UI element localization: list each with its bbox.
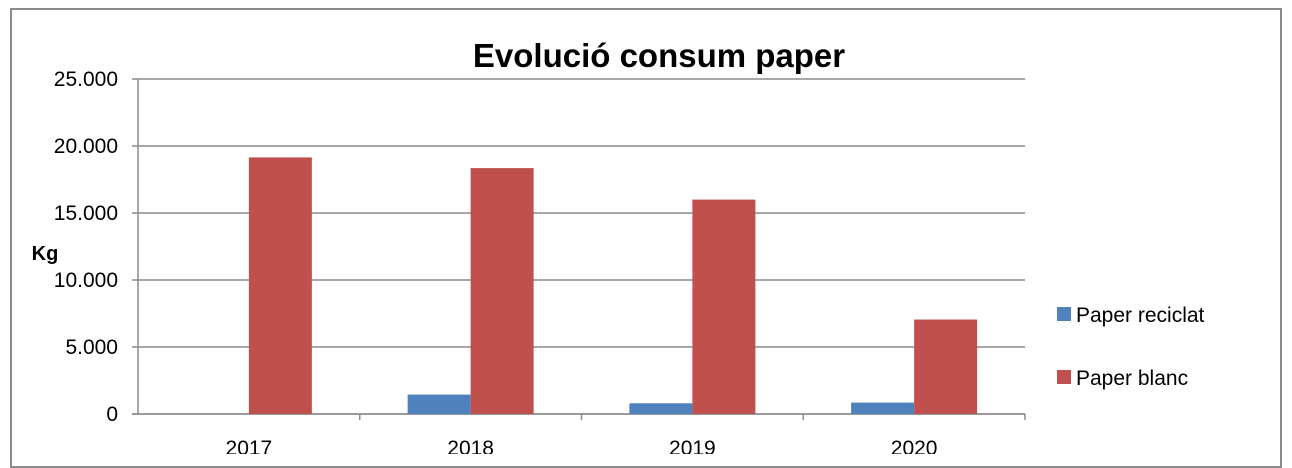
legend-swatch-paper-reciclat [1057, 307, 1071, 321]
x-tick-label: 2019 [669, 437, 716, 454]
bar-paper-reciclat-2020 [851, 402, 915, 414]
x-axis-ticks: 2017 2018 2019 2020 [226, 437, 938, 454]
x-tick-label: 2017 [226, 437, 273, 454]
x-tick-label: 2020 [891, 437, 938, 454]
chart-frame [10, 8, 1282, 468]
legend-label: Paper reciclat [1076, 304, 1205, 327]
bar-chart: Evolució consum paper Kg 0 5.000 10.000 15.… [32, 37, 1205, 454]
y-axis-ticks: 0 5.000 10.000 15.000 20.000 25.000 [54, 68, 118, 426]
y-tick-label: 5.000 [65, 336, 118, 359]
y-tick-label: 15.000 [54, 202, 118, 225]
bar-paper-blanc-2017 [248, 157, 312, 414]
legend: Paper reciclat Paper blanc [1057, 304, 1205, 390]
bar-paper-blanc-2019 [692, 199, 756, 414]
bar-paper-blanc-2020 [914, 319, 978, 414]
legend-label: Paper blanc [1076, 367, 1188, 390]
x-tick-label: 2018 [447, 437, 494, 454]
y-tick-label: 0 [106, 403, 118, 426]
y-axis-label: Kg [32, 243, 59, 265]
bar-paper-reciclat-2018 [407, 394, 471, 414]
chart-title: Evolució consum paper [473, 37, 845, 74]
bar-paper-reciclat-2019 [629, 403, 693, 414]
y-tick-label: 25.000 [54, 68, 118, 91]
bars [248, 157, 978, 414]
y-tick-label: 20.000 [54, 135, 118, 158]
bar-paper-blanc-2018 [470, 168, 534, 414]
legend-swatch-paper-blanc [1057, 370, 1071, 384]
y-tick-label: 10.000 [54, 269, 118, 292]
